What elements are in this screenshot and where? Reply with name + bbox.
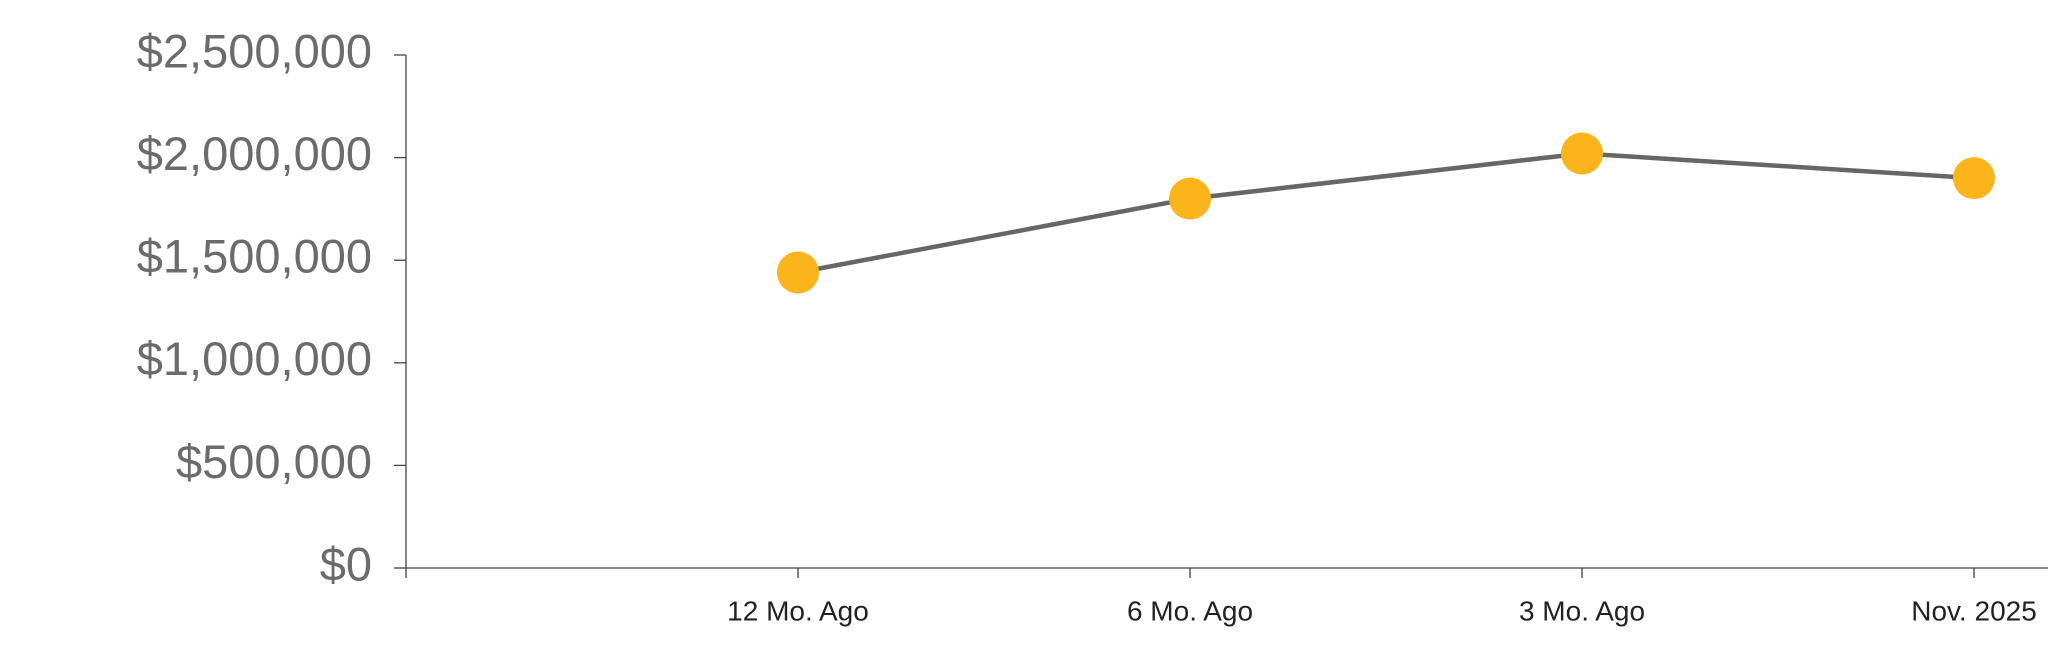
marker xyxy=(1953,157,1995,200)
marker xyxy=(1561,132,1603,175)
marker xyxy=(1169,177,1211,220)
x-tick-label: Nov. 2025 xyxy=(1911,595,2037,626)
x-tick-label: 6 Mo. Ago xyxy=(1127,595,1253,626)
marker xyxy=(777,251,819,294)
y-tick-label: $1,500,000 xyxy=(137,230,372,283)
y-tick-label: $2,000,000 xyxy=(137,127,372,180)
x-tick-label: 3 Mo. Ago xyxy=(1519,595,1645,626)
y-tick-label: $1,000,000 xyxy=(137,332,372,385)
y-tick-label: $2,500,000 xyxy=(137,24,372,77)
line xyxy=(797,151,1975,275)
x-tick-label: 12 Mo. Ago xyxy=(727,595,869,626)
y-tick-label: $500,000 xyxy=(176,435,372,488)
y-tick-label: $0 xyxy=(320,537,372,590)
